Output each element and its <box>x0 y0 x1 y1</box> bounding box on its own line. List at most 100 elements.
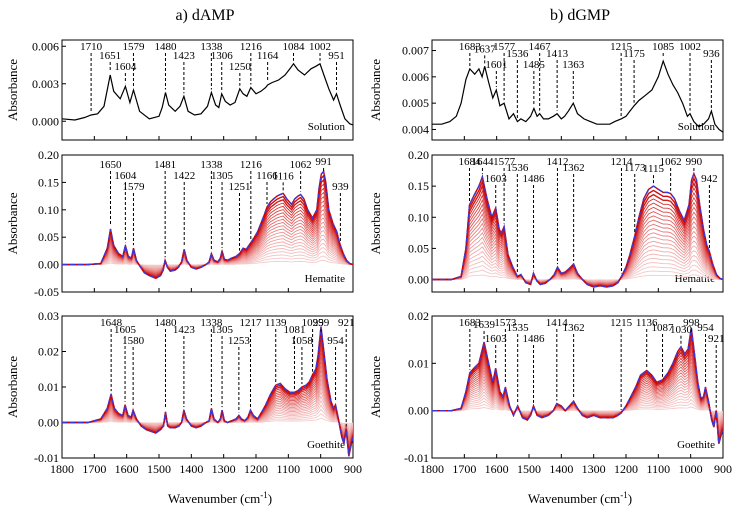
a-goethite-xtick-label: 1300 <box>212 462 236 476</box>
b-hematite-peak-label: 942 <box>701 173 718 185</box>
a-hematite-peak-label: 1422 <box>173 170 195 182</box>
a-solution-sample-name: Solution <box>308 121 346 133</box>
a-goethite-peak-label: 1423 <box>173 324 196 336</box>
b-hematite-peak-label: 1412 <box>546 156 568 168</box>
b-hematite-lines <box>432 171 723 288</box>
b-solution-peak-label: 1485 <box>523 59 546 71</box>
a-solution-ytick-label: 0.006 <box>32 39 59 53</box>
b-hematite-peak-label: 1062 <box>660 156 682 168</box>
b-hematite-peak-label: 1644 <box>471 156 494 168</box>
a-solution-peak-label: 1423 <box>173 50 196 62</box>
b-solution-peak-label: 1413 <box>546 48 569 60</box>
panel-b-xlabel-sup: -1 <box>620 490 628 500</box>
b-hematite-ytick-label: 0.10 <box>408 210 429 224</box>
b-solution-peak-label: 1467 <box>529 41 552 53</box>
panel-a-xlabel-close: ) <box>268 491 272 506</box>
panel-a-title: a) dAMP <box>175 7 234 24</box>
a-solution-peak-label: 1084 <box>283 41 306 53</box>
a-solution-peak-label: 1480 <box>154 41 177 53</box>
a-hematite-peak-label: 1062 <box>290 159 312 171</box>
a-hematite-ytick-label: 0.05 <box>38 230 59 244</box>
a-solution-peak-label: 951 <box>328 50 345 62</box>
a-goethite-spectrum-14 <box>62 361 353 445</box>
a-hematite-peak-label: 1650 <box>100 159 123 171</box>
a-solution-peak-label: 1579 <box>122 41 145 53</box>
b-goethite-ytick-label: 0.02 <box>408 309 429 323</box>
panel-a-xlabel-main: Wavenumber (cm <box>168 491 260 506</box>
a-hematite-plot: -0.05 0.00 0.05 0.10 0.15 0.20 Absorbance Hemat… <box>5 148 354 299</box>
b-hematite-peak-label: 1603 <box>485 173 508 185</box>
a-hematite-peak-label: 991 <box>315 156 332 168</box>
b-goethite-peak-label: 1486 <box>523 333 546 345</box>
a-solution-peak-label: 1710 <box>80 41 103 53</box>
b-goethite-sample-name: Goethite <box>677 439 715 451</box>
a-solution-peak-label: 1216 <box>240 41 263 53</box>
b-goethite-lines <box>432 327 723 444</box>
panel-a-xlabel-sup: -1 <box>260 490 268 500</box>
a-solution-peak-label: 1164 <box>257 50 279 62</box>
a-hematite-peak-label: 1305 <box>211 170 234 182</box>
b-goethite-peak-label: 998 <box>683 317 700 329</box>
b-solution-peak-label: 1175 <box>623 48 645 60</box>
b-goethite-frame <box>431 315 724 459</box>
b-solution-peak-label: 1637 <box>474 43 497 55</box>
a-goethite-peak-label: 1025 <box>302 317 325 329</box>
a-hematite-ylabel: Absorbance <box>5 192 20 254</box>
b-hematite-peak-label: 1536 <box>506 162 529 174</box>
a-goethite-sample-name: Goethite <box>307 439 345 451</box>
panel-b-title: b) dGMP <box>550 7 610 24</box>
b-goethite-xtick-label: 1500 <box>517 462 541 476</box>
a-solution-peak-label: 1250 <box>229 61 252 73</box>
a-goethite-xtick-label: 1500 <box>147 462 171 476</box>
a-goethite-peak-label: 954 <box>327 335 344 347</box>
b-goethite-plot: -0.01 0.00 0.01 0.02 1800 1700 1600 1500 1400 130… <box>368 309 732 476</box>
a-goethite-spectrum-15 <box>62 357 353 446</box>
a-solution-peak-label: 1651 <box>99 50 121 62</box>
a-hematite-ytick-label: 0.20 <box>38 148 59 162</box>
b-goethite-xtick-label: 900 <box>714 462 732 476</box>
b-goethite-peak-label: 1362 <box>563 322 585 334</box>
a-solution-ytick-label: 0.000 <box>32 114 59 128</box>
a-goethite-final-spectrum <box>62 326 353 457</box>
a-hematite-final-spectrum <box>62 169 353 280</box>
b-solution-ylabel: Absorbance <box>368 59 383 121</box>
b-hematite-frame <box>431 154 724 293</box>
b-goethite-final-spectrum <box>432 327 723 444</box>
b-solution-lines <box>432 59 723 133</box>
b-goethite-peak-label: 1414 <box>546 317 569 329</box>
a-goethite-plot: -0.01 0.00 0.01 0.02 0.03 1800 1700 1600 1500 140… <box>5 309 362 476</box>
b-hematite-spectrum-20 <box>432 181 723 288</box>
b-goethite-xtick-label: 1300 <box>582 462 606 476</box>
a-goethite-peak-label: 1081 <box>283 324 305 336</box>
b-hematite-plot: 0.000.050.100.150.20AbsorbanceHematite16… <box>368 148 724 293</box>
b-goethite-xtick-label: 1600 <box>485 462 509 476</box>
a-solution-peak-label: 1306 <box>211 50 234 62</box>
a-solution-peak-label: 1002 <box>309 41 331 53</box>
panel-b-xlabel-main: Wavenumber (cm <box>528 491 620 506</box>
a-hematite-peak-label: 1251 <box>229 181 251 193</box>
a-goethite-peak-label: 1648 <box>100 317 123 329</box>
b-solution-peak-label: 1577 <box>493 41 516 53</box>
b-hematite-ytick-label: 0.05 <box>408 241 429 255</box>
b-hematite-peak-label: 1684 <box>459 156 482 168</box>
a-goethite-peak-label: 1605 <box>114 324 137 336</box>
b-hematite-peak-label: 1115 <box>643 163 665 175</box>
b-hematite-peak-label: 990 <box>686 156 703 168</box>
a-goethite-spectrum-18 <box>62 344 353 451</box>
a-goethite-peak-label: 999 <box>313 317 330 329</box>
a-solution-frame <box>61 39 354 141</box>
b-goethite-xtick-label: 1400 <box>549 462 573 476</box>
panel-b-xlabel-close: ) <box>628 491 632 506</box>
b-hematite-ytick-label: 0.20 <box>408 148 429 162</box>
a-goethite-xtick-label: 1400 <box>179 462 203 476</box>
a-solution-lines <box>62 62 353 126</box>
a-hematite-peak-label: 1604 <box>114 170 137 182</box>
a-solution-ylabel: Absorbance <box>5 59 20 121</box>
b-goethite-peak-label: 1136 <box>636 317 658 329</box>
a-goethite-peak-label: 1338 <box>200 317 223 329</box>
plots-layer: 0.0000.0030.006AbsorbanceSolution1710165… <box>5 39 732 476</box>
b-solution-spectrum <box>432 59 723 133</box>
a-solution-spectrum <box>62 62 353 126</box>
a-goethite-ylabel: Absorbance <box>5 356 20 418</box>
b-goethite-peak-label: 1030 <box>670 324 693 336</box>
